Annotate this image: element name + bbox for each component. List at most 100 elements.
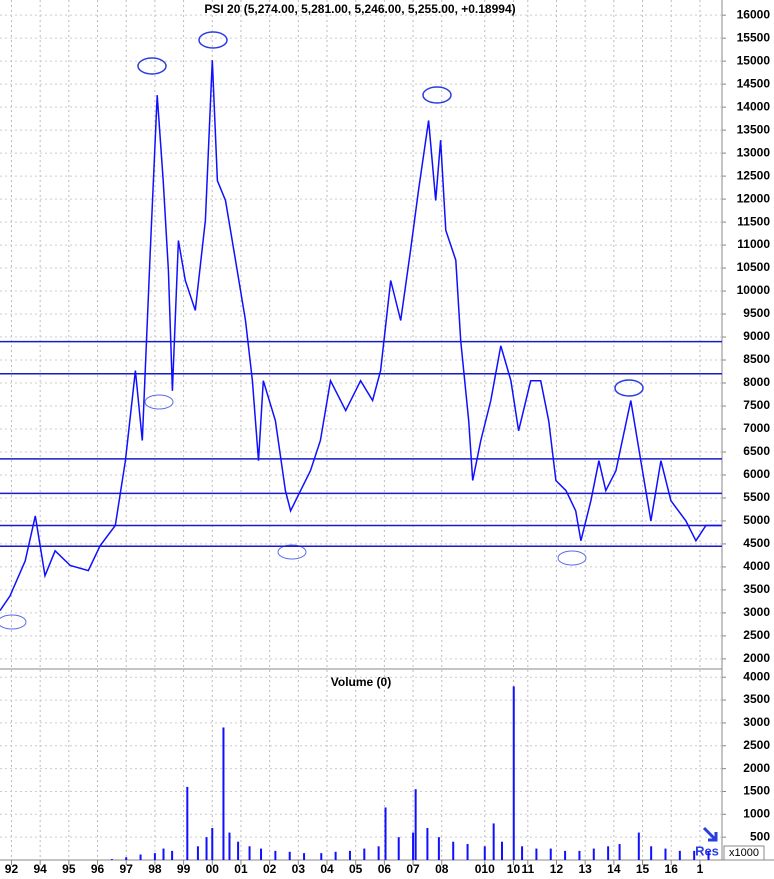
volume-bar <box>384 807 387 860</box>
volume-bar <box>564 850 567 860</box>
y-tick-label: 4500 <box>743 536 770 550</box>
y-tick-label: 6000 <box>743 467 770 481</box>
y-tick-label: 14000 <box>737 99 771 113</box>
x-tick-label: 15 <box>636 862 650 876</box>
volume-bar <box>437 837 440 860</box>
bear-icon <box>614 379 644 397</box>
x-tick-label: 010 <box>475 862 495 876</box>
volume-bar <box>303 853 306 860</box>
volume-bar <box>637 832 640 860</box>
volume-bar <box>693 850 696 860</box>
y-tick-label: 7500 <box>743 398 770 412</box>
bull-icons <box>0 394 587 630</box>
x-tick-label: 99 <box>177 862 191 876</box>
volume-bar <box>274 850 277 860</box>
x-tick-label: 01 <box>234 862 248 876</box>
y-tick-label: 4000 <box>743 559 770 573</box>
y-tick-label: 4000 <box>743 669 770 683</box>
volume-bar <box>521 846 524 860</box>
y-tick-label: 11500 <box>737 214 770 228</box>
volume-bar <box>377 846 380 860</box>
unit-label: x1000 <box>729 847 759 859</box>
volume-bar <box>334 851 337 860</box>
x-tick-label: 03 <box>292 862 306 876</box>
y-tick-label: 9500 <box>743 306 770 320</box>
y-tick-label: 12500 <box>737 168 771 182</box>
y-tick-label: 15500 <box>737 30 771 44</box>
y-tick-label: 3500 <box>743 582 770 596</box>
volume-bar <box>162 848 165 860</box>
volume-bar <box>412 832 415 860</box>
bull-icon <box>557 550 587 566</box>
volume-bar <box>707 850 710 860</box>
volume-bar <box>348 850 351 860</box>
x-tick-label: 04 <box>320 862 334 876</box>
volume-bar <box>260 848 263 860</box>
y-tick-label: 11000 <box>737 237 770 251</box>
y-tick-label: 2000 <box>743 651 770 665</box>
x-tick-label: 06 <box>378 862 392 876</box>
volume-title: Volume (0) <box>331 675 391 689</box>
volume-bar <box>139 854 142 860</box>
volume-bar <box>664 848 667 860</box>
volume-bar <box>288 851 291 860</box>
volume-bar <box>578 850 581 860</box>
volume-bar <box>222 727 225 860</box>
x-tick-label: 14 <box>607 862 621 876</box>
y-tick-label: 14500 <box>737 76 771 90</box>
y-tick-label: 8500 <box>743 352 770 366</box>
volume-bar <box>483 846 486 860</box>
y-tick-label: 13500 <box>737 122 771 136</box>
y-tick-label: 13000 <box>737 145 771 159</box>
volume-bar <box>650 846 653 860</box>
volume-bar <box>618 844 621 860</box>
volume-bar <box>452 841 455 860</box>
y-tick-label: 1500 <box>743 784 770 798</box>
x-tick-label: 13 <box>578 862 592 876</box>
x-tick-label: 00 <box>206 862 220 876</box>
y-tick-label: 2500 <box>743 738 770 752</box>
x-tick-label: 98 <box>148 862 162 876</box>
y-tick-label: 8000 <box>743 375 770 389</box>
volume-bar <box>196 846 199 860</box>
y-tick-label: 2500 <box>743 628 770 642</box>
annotation: Res <box>695 843 719 858</box>
volume-bar <box>320 853 323 860</box>
bull-icon <box>0 614 27 630</box>
bear-icon <box>137 57 167 75</box>
x-tick-label: 16 <box>665 862 679 876</box>
y-tick-label: 9000 <box>743 329 770 343</box>
x-tick-label: 02 <box>263 862 277 876</box>
volume-bar <box>110 859 113 860</box>
y-tick-label: 15000 <box>737 53 771 67</box>
bear-icons <box>137 31 644 397</box>
y-tick-label: 3500 <box>743 692 770 706</box>
x-tick-label: 1 <box>697 862 704 876</box>
y-tick-label: 3000 <box>743 605 770 619</box>
volume-bar <box>535 848 538 860</box>
x-tick-label: 07 <box>406 862 420 876</box>
x-tick-label: 12 <box>550 862 564 876</box>
y-tick-label: 10500 <box>737 260 771 274</box>
y-tick-label: 5000 <box>743 513 770 527</box>
volume-bar <box>512 686 515 860</box>
y-tick-label: 16000 <box>737 7 771 21</box>
volume-bar <box>607 846 610 860</box>
chart-title: PSI 20 (5,274.00, 5,281.00, 5,246.00, 5,… <box>204 2 515 16</box>
volume-bar <box>186 786 189 860</box>
y-tick-label: 10000 <box>737 283 771 297</box>
volume-bar <box>211 828 214 860</box>
bear-icon <box>422 86 452 104</box>
y-tick-label: 500 <box>750 829 770 843</box>
bear-icon <box>198 31 228 49</box>
y-tick-label: 3000 <box>743 715 770 729</box>
unit-box <box>723 845 765 861</box>
volume-bar <box>125 857 128 860</box>
y-tick-label: 2000 <box>743 761 770 775</box>
volume-bar <box>549 848 552 860</box>
bull-icon <box>277 544 307 560</box>
volume-bar <box>592 848 595 860</box>
volume-bar <box>248 846 251 860</box>
x-tick-label: 94 <box>33 862 47 876</box>
